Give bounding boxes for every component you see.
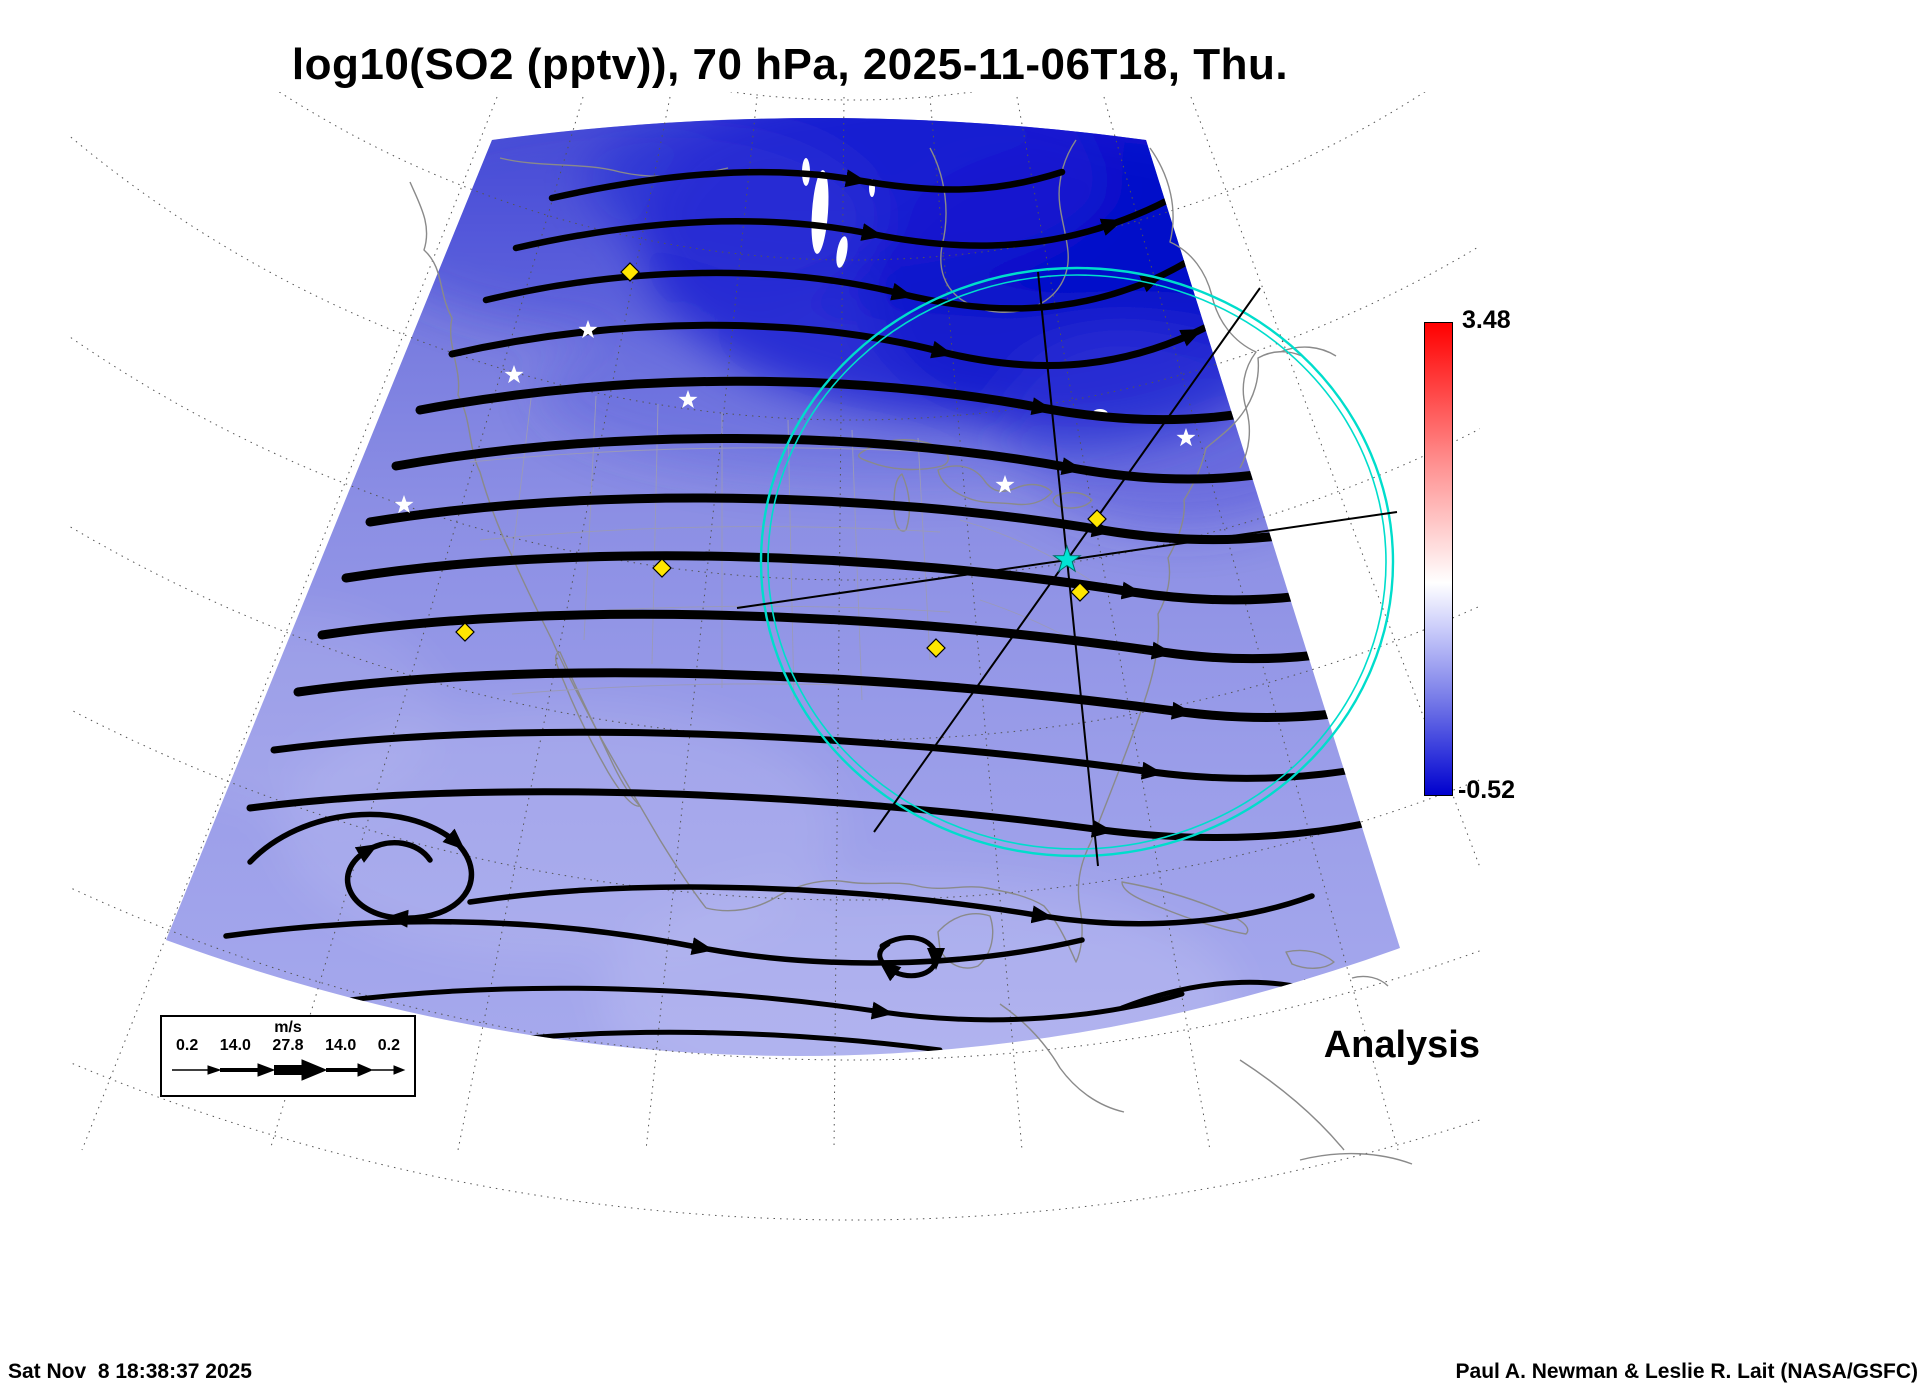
white-star-marker	[1176, 428, 1196, 447]
streamline	[512, 150, 1236, 252]
streamline	[877, 935, 946, 982]
yellow-diamond-marker	[652, 558, 672, 578]
lake-ontario	[1052, 491, 1093, 509]
wind-speed-legend: m/s 0.2 14.0 27.8 14.0 0.2	[160, 1015, 416, 1097]
wind-legend-values: 0.2 14.0 27.8 14.0 0.2	[162, 1037, 414, 1055]
range-ring-inner	[767, 274, 1387, 850]
white-star-marker	[394, 495, 414, 514]
wind-legend-unit: m/s	[274, 1019, 302, 1036]
colorbar	[1424, 322, 1453, 796]
analysis-label: Analysis	[1323, 1024, 1480, 1066]
footer-credit: Paul A. Newman & Leslie R. Lait (NASA/GS…	[1455, 1360, 1918, 1383]
lake-huron-erie	[937, 465, 1053, 506]
plot-title: log10(SO2 (pptv)), 70 hPa, 2025-11-06T18…	[291, 40, 1289, 89]
white-star-marker	[578, 320, 598, 339]
wind-legend-value: 0.2	[377, 1037, 400, 1054]
white-star-marker	[995, 475, 1015, 494]
streamline	[548, 168, 1066, 202]
wind-legend-value: 14.0	[325, 1037, 357, 1054]
yellow-diamond-marker	[1087, 509, 1107, 529]
yellow-diamond-marker	[620, 262, 640, 282]
streamline	[270, 728, 1400, 782]
wind-legend-value: 0.2	[176, 1037, 199, 1054]
yellow-diamond-marker	[926, 638, 946, 658]
range-ring-outer	[759, 266, 1395, 858]
streamline	[223, 919, 1085, 966]
wind-legend-value: 14.0	[219, 1037, 251, 1054]
trajectory-line	[1037, 271, 1099, 867]
streamline	[467, 884, 1315, 927]
streamline	[329, 985, 1185, 1023]
yellow-diamond-marker	[455, 622, 475, 642]
colorbar-min-label: -0.52	[1458, 776, 1515, 804]
balloon-star-marker	[1052, 544, 1082, 573]
coastline-labrador	[1149, 147, 1257, 469]
coastline-gulf-east	[705, 351, 1303, 963]
footer-timestamp: Sat Nov 8 18:38:37 2025	[8, 1360, 252, 1383]
white-star-marker	[678, 390, 698, 409]
wind-scale-arrow-icon	[172, 1059, 406, 1081]
coastline-cuba	[1121, 881, 1249, 935]
white-star-marker	[504, 365, 524, 384]
coastline-yucatan	[937, 913, 994, 969]
lake-superior	[858, 439, 949, 471]
streamline	[247, 811, 475, 928]
range-ring	[759, 266, 1395, 858]
streamline	[246, 788, 1400, 841]
wind-legend-value: 27.8	[272, 1037, 304, 1054]
markers-layer	[394, 262, 1196, 658]
yellow-diamond-marker	[1070, 582, 1090, 602]
colorbar-max-label: 3.48	[1462, 306, 1511, 334]
coastline-hispaniola	[1285, 949, 1389, 987]
